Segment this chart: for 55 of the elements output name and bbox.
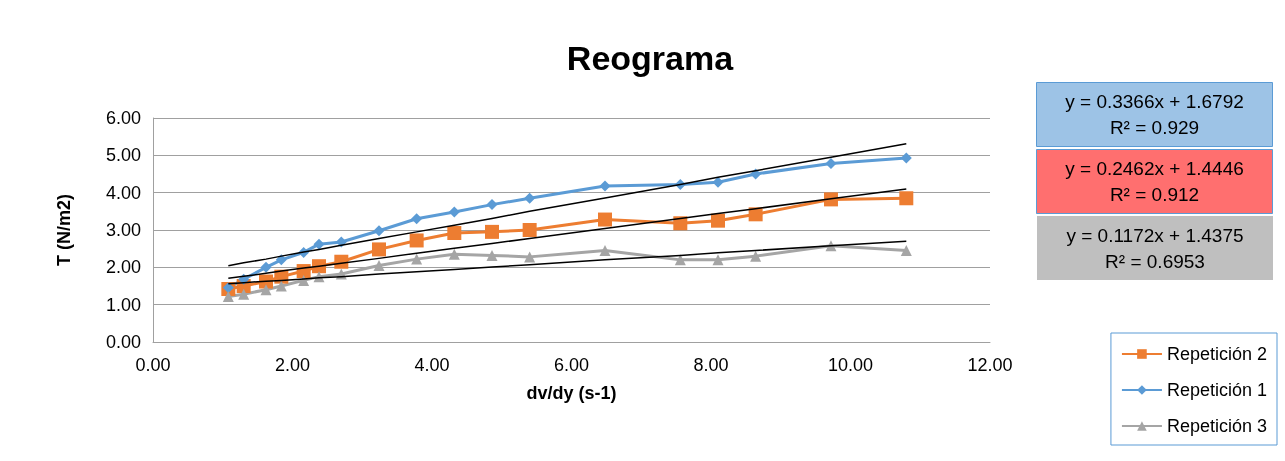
point: [599, 180, 611, 192]
point: [238, 288, 250, 300]
y-tick-label: 5.00: [105, 145, 141, 166]
point: [373, 259, 385, 271]
point: [522, 223, 537, 237]
point: [313, 238, 325, 250]
point: [275, 254, 287, 266]
point: [597, 212, 612, 227]
point: [260, 261, 272, 273]
point: [447, 225, 462, 240]
point: [599, 245, 611, 257]
legend-label: Repetición 1: [1166, 380, 1268, 400]
point: [712, 254, 724, 266]
line-series: [227, 143, 908, 267]
point: [899, 191, 914, 206]
point: [486, 249, 498, 261]
x-tick-label: 4.00: [414, 355, 450, 375]
x-tick-label: 10.00: [827, 355, 874, 375]
x-axis-title: dv/dy (s-1): [526, 383, 617, 403]
point: [900, 245, 912, 257]
point: [710, 213, 725, 228]
y-tick-label: 6.00: [105, 108, 141, 128]
text: y = 0.2462x + 1.4446 R² = 0.912: [1065, 158, 1244, 205]
point: [484, 224, 499, 239]
point: [275, 280, 287, 292]
y-tick-label: 4.00: [105, 182, 141, 203]
text: y = 0.1172x + 1.4375 R² = 0.6953: [1066, 224, 1244, 272]
point: [373, 225, 385, 237]
point: [524, 251, 536, 263]
point: [448, 248, 460, 260]
legend-label: Repetición 2: [1166, 344, 1268, 364]
point: [524, 192, 536, 204]
text: y = 0.3366x + 1.6792 R² = 0.929: [1065, 91, 1244, 138]
point: [750, 250, 762, 262]
point: [222, 290, 234, 302]
point: [825, 158, 837, 170]
x-tick-label: 12.00: [967, 355, 1013, 375]
point: [371, 242, 386, 257]
point: [411, 253, 423, 265]
x-tick-label: 0.00: [135, 355, 171, 375]
x-tick-label: 8.00: [693, 355, 729, 375]
legend-label: Repetición 3: [1166, 416, 1268, 436]
x-tick-label: 2.00: [274, 355, 311, 375]
point: [260, 284, 272, 296]
point: [448, 206, 460, 218]
point: [486, 199, 498, 211]
y-tick-label: 1.00: [105, 294, 141, 315]
point: [409, 233, 424, 248]
x-tick-label: 6.00: [553, 355, 590, 375]
y-tick-label: 0.00: [105, 332, 141, 352]
y-axis-title: T (N/m2): [54, 193, 74, 266]
y-tick-label: 3.00: [105, 220, 141, 240]
chart-title: Reograma: [566, 39, 735, 77]
point: [411, 213, 423, 225]
y-tick-label: 2.00: [105, 257, 141, 278]
